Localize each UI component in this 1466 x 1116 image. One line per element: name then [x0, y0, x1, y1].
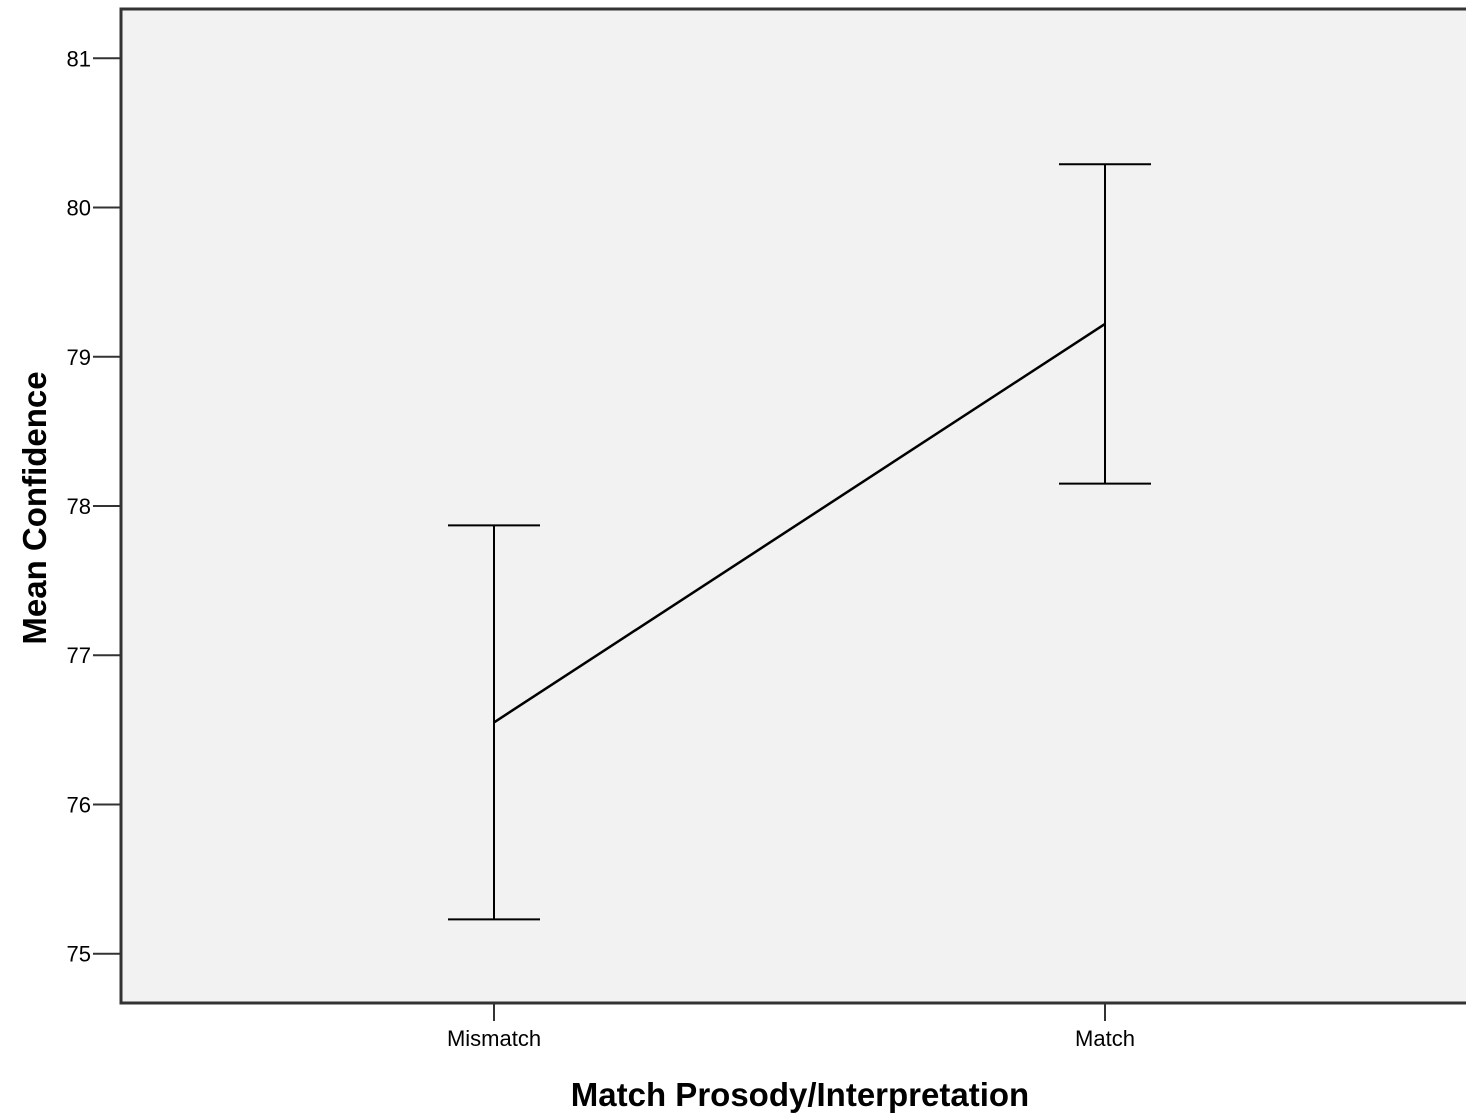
series-group [448, 163, 1151, 921]
y-tick-label: 80 [67, 196, 91, 221]
series-line [493, 322, 1106, 724]
y-axis: 75 76 77 78 79 80 81 [67, 46, 121, 967]
plot-area [119, 7, 1466, 1005]
y-tick-label: 78 [67, 494, 91, 519]
y-tick-label: 77 [67, 643, 91, 668]
x-tick-label: Match [1075, 1026, 1135, 1051]
y-tick-label: 75 [67, 942, 91, 967]
y-axis-title: Mean Confidence [16, 371, 53, 644]
y-tick-label: 81 [67, 46, 91, 71]
y-tick-label: 76 [67, 792, 91, 817]
x-tick-label: Mismatch [447, 1026, 541, 1051]
x-axis: Mismatch Match [447, 1003, 1135, 1051]
x-axis-title: Match Prosody/Interpretation [571, 1076, 1029, 1113]
y-tick-label: 79 [67, 345, 91, 370]
